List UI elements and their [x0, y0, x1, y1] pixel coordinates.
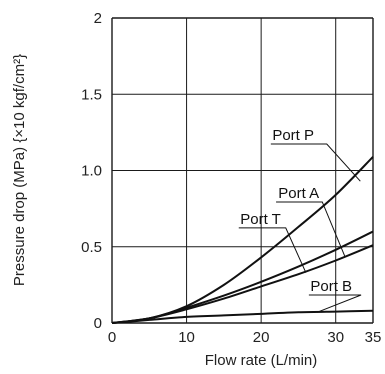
y-tick-label: 1.0 [81, 163, 102, 180]
curves [111, 156, 374, 324]
leader-line-port-a [276, 201, 346, 257]
leader-line-port-t [238, 227, 307, 273]
x-tick-label: 0 [108, 329, 116, 346]
y-tick-label: 1.5 [81, 86, 102, 103]
series-label-port-b: Port B [310, 278, 352, 295]
grid [111, 17, 374, 324]
series-line-port-p [111, 156, 374, 324]
leader-line-port-p [270, 143, 361, 182]
series-line-port-t [111, 244, 374, 324]
x-axis-label: Flow rate (L/min) [205, 352, 318, 369]
y-axis-label: Pressure drop (MPa) {×10 kgf/cm²} [11, 54, 28, 286]
x-tick-label: 35 [365, 329, 382, 346]
series-labels: Port P Port A Port T Port B [238, 127, 362, 313]
y-tick-label: 0 [94, 315, 102, 332]
series-label-port-a: Port A [278, 185, 319, 202]
leader-line-port-b [308, 294, 362, 313]
tick-labels: 0 10 20 30 35 0 0.5 1.0 1.5 2 [81, 10, 381, 346]
series-label-port-t: Port T [240, 211, 281, 228]
series-label-port-p: Port P [272, 127, 314, 144]
x-tick-label: 10 [178, 329, 195, 346]
x-tick-label: 20 [253, 329, 270, 346]
series-line-port-b [111, 309, 374, 324]
y-tick-label: 0.5 [81, 239, 102, 256]
x-tick-label: 30 [327, 329, 344, 346]
y-tick-label: 2 [94, 10, 102, 27]
